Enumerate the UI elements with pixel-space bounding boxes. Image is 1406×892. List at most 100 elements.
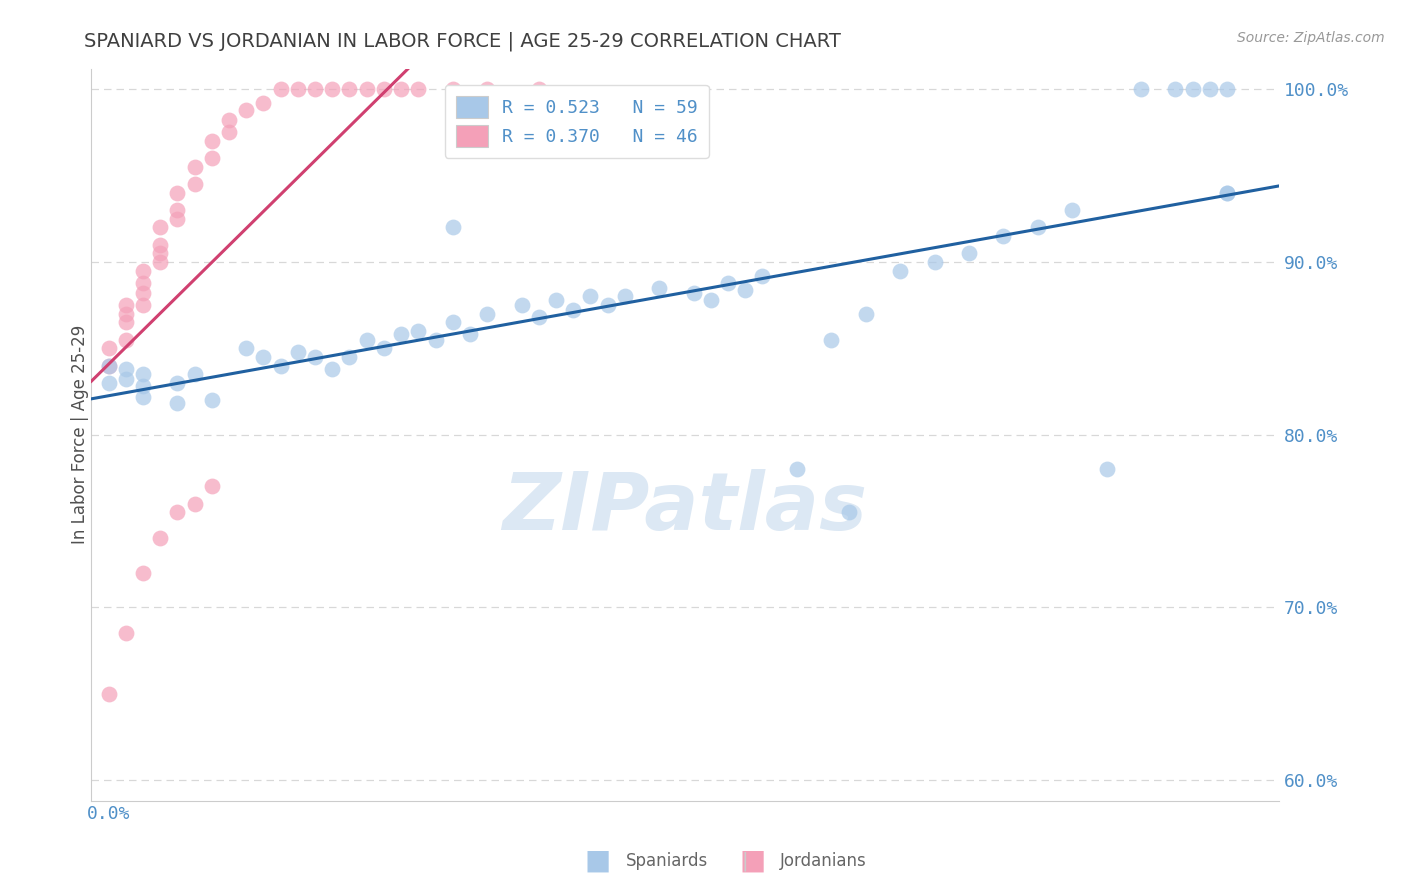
Point <box>97 376 120 390</box>
Point <box>132 276 155 290</box>
Point <box>682 285 704 300</box>
Point <box>648 281 671 295</box>
Point <box>734 283 756 297</box>
Point <box>252 350 274 364</box>
Point <box>114 315 136 329</box>
Text: Spaniards: Spaniards <box>626 852 707 870</box>
Point <box>425 333 447 347</box>
Point <box>304 82 326 96</box>
Point <box>579 289 602 303</box>
Point <box>1216 186 1239 200</box>
Point <box>132 390 155 404</box>
Point <box>201 151 224 165</box>
Point <box>700 293 723 307</box>
Point <box>786 462 808 476</box>
Point <box>613 289 636 303</box>
Point <box>562 303 585 318</box>
Text: Jordanians: Jordanians <box>780 852 868 870</box>
Point <box>149 255 172 269</box>
Point <box>218 113 240 128</box>
Point <box>408 324 430 338</box>
Point <box>441 82 464 96</box>
Point <box>957 246 980 260</box>
Point <box>855 307 877 321</box>
Point <box>389 327 412 342</box>
Point <box>235 103 257 117</box>
Point <box>527 82 550 96</box>
Point <box>1062 203 1084 218</box>
Point <box>149 531 172 545</box>
Point <box>114 307 136 321</box>
Point <box>252 96 274 111</box>
Point <box>837 505 859 519</box>
Point <box>166 505 188 519</box>
Point <box>149 237 172 252</box>
Point <box>218 125 240 139</box>
Point <box>183 497 205 511</box>
Text: ZIPatlas: ZIPatlas <box>502 469 868 547</box>
Point <box>1216 186 1239 200</box>
Point <box>373 341 395 355</box>
Point <box>1095 462 1118 476</box>
Point <box>166 211 188 226</box>
Point <box>114 333 136 347</box>
Point <box>235 341 257 355</box>
Point <box>132 285 155 300</box>
Point <box>441 315 464 329</box>
Point <box>201 392 224 407</box>
Point <box>149 246 172 260</box>
Point <box>166 396 188 410</box>
Point <box>97 687 120 701</box>
Point <box>132 566 155 580</box>
Text: Source: ZipAtlas.com: Source: ZipAtlas.com <box>1237 31 1385 45</box>
Point <box>287 344 309 359</box>
Point <box>270 359 292 373</box>
Point <box>1026 220 1049 235</box>
Point <box>321 362 343 376</box>
Point <box>97 341 120 355</box>
Point <box>339 82 361 96</box>
Point <box>356 82 378 96</box>
Point <box>114 362 136 376</box>
Point <box>1181 82 1204 96</box>
Point <box>114 626 136 640</box>
Point <box>527 310 550 325</box>
Point <box>132 298 155 312</box>
Point <box>596 298 619 312</box>
Point <box>166 186 188 200</box>
Point <box>510 298 533 312</box>
Point <box>408 82 430 96</box>
Point <box>820 333 842 347</box>
Point <box>97 359 120 373</box>
Point <box>1199 82 1222 96</box>
Point <box>717 276 740 290</box>
Point <box>114 298 136 312</box>
Y-axis label: In Labor Force | Age 25-29: In Labor Force | Age 25-29 <box>72 325 89 544</box>
Point <box>183 160 205 174</box>
Point <box>339 350 361 364</box>
Point <box>389 82 412 96</box>
Point <box>97 359 120 373</box>
Point <box>132 379 155 393</box>
Point <box>993 229 1015 244</box>
Point <box>544 293 567 307</box>
Point <box>183 367 205 381</box>
Point <box>149 220 172 235</box>
Point <box>458 327 481 342</box>
Point <box>475 82 498 96</box>
Point <box>287 82 309 96</box>
Point <box>889 263 911 277</box>
Point <box>1216 82 1239 96</box>
Point <box>114 372 136 386</box>
Point <box>1164 82 1187 96</box>
Point <box>270 82 292 96</box>
Point <box>373 82 395 96</box>
Point <box>132 263 155 277</box>
Point <box>1130 82 1153 96</box>
Text: ■: ■ <box>585 847 610 875</box>
Point <box>132 367 155 381</box>
Text: |: | <box>742 851 748 871</box>
Legend: R = 0.523   N = 59, R = 0.370   N = 46: R = 0.523 N = 59, R = 0.370 N = 46 <box>444 85 709 158</box>
Point <box>475 307 498 321</box>
Point <box>924 255 946 269</box>
